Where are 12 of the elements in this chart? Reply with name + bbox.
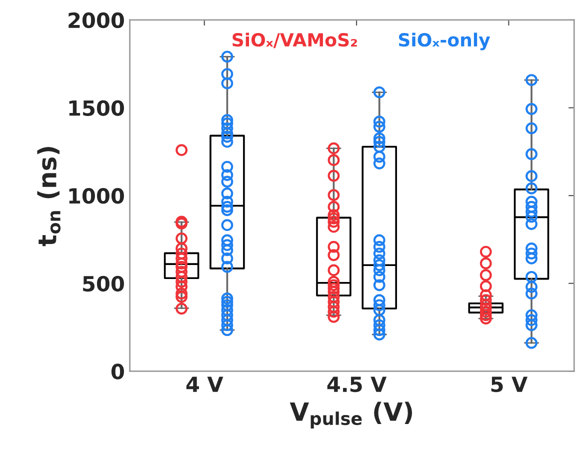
x-axis-title: V$_{pulse}$ (V)	[290, 402, 412, 428]
text: SiOₓ-only	[398, 32, 490, 50]
x-tick-label: 5 V	[491, 376, 528, 392]
x-tick-label: 4 V	[186, 376, 224, 392]
text: SiOₓ/VAMoS₂	[232, 32, 357, 48]
x-tick-label: 4.5 V	[327, 376, 387, 392]
y-tick-label: 2000	[68, 12, 124, 28]
y-axis-title: t$_{on}$ (ns)	[37, 147, 61, 246]
y-tick-label: 0	[111, 364, 124, 380]
y-tick-label: 500	[83, 276, 124, 292]
y-tick-label: 1000	[69, 188, 124, 204]
y-tick-label: 1500	[69, 100, 124, 116]
